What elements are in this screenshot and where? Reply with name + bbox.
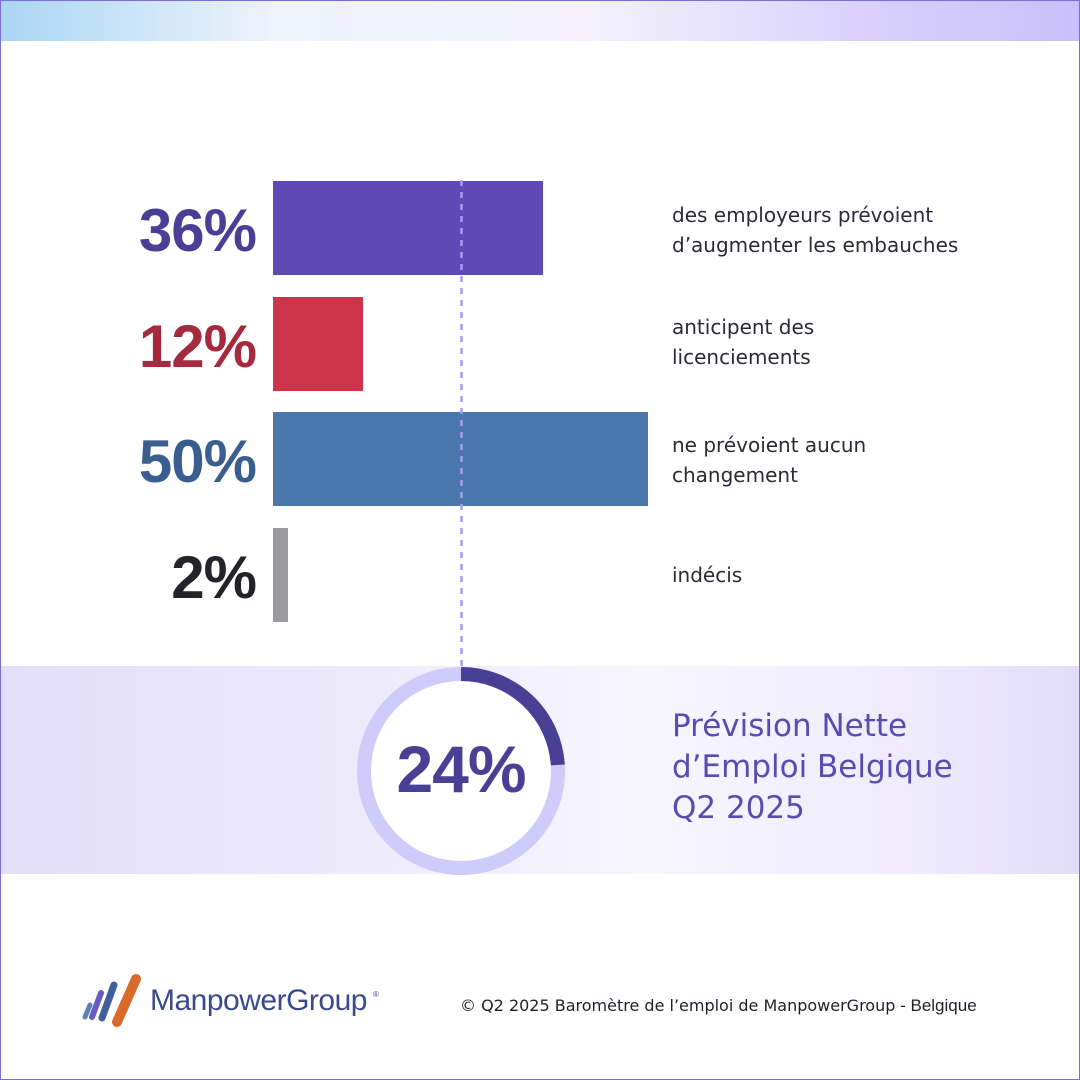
bar: [273, 528, 288, 622]
bar-description-line: licenciements: [672, 345, 811, 369]
bar-description-line: changement: [672, 463, 798, 487]
value-label: 36%: [138, 197, 257, 264]
bar-description: des employeurs prévoient d’augmenter les …: [672, 200, 1052, 260]
value-label: 50%: [138, 428, 257, 495]
ring-progress-arc: [460, 667, 565, 766]
value-label: 2%: [171, 544, 257, 611]
copyright-text: © Q2 2025 Baromètre de l’emploi de Manpo…: [460, 996, 977, 1016]
brand-registered-mark: ®: [373, 990, 379, 999]
bar-description-line: anticipent des: [672, 315, 815, 339]
summary-value: 24%: [396, 732, 526, 806]
copyright-main: © Q2 2025 Baromètre de l’emploi de Manpo…: [460, 996, 896, 1015]
summary-ring: [357, 667, 565, 875]
bar-description: ne prévoient aucun changement: [672, 430, 1052, 490]
copyright-region: - Belgique: [895, 996, 977, 1015]
summary-title-line: d’Emploi Belgique: [672, 749, 953, 785]
summary-title-line: Q2 2025: [672, 790, 805, 826]
bar-description-line: des employeurs prévoient: [672, 203, 934, 227]
bar: [273, 181, 543, 275]
value-label: 12%: [138, 313, 257, 380]
bar-description-line: ne prévoient aucun: [672, 433, 867, 457]
summary-title: Prévision Nette d’Emploi Belgique Q2 202…: [672, 706, 1072, 829]
top-gradient-band: [1, 1, 1079, 41]
manpowergroup-stripes-icon: [82, 974, 141, 1027]
summary-title-line: Prévision Nette: [672, 708, 908, 744]
bar-description: anticipent des licenciements: [672, 312, 1052, 372]
bar: [273, 297, 363, 391]
bar-description-line: d’augmenter les embauches: [672, 233, 959, 257]
reference-dashed-line: [460, 180, 463, 726]
bar-description: indécis: [672, 560, 1052, 590]
bar-description-line: indécis: [672, 563, 743, 587]
brand-name: ManpowerGroup: [150, 984, 367, 1017]
